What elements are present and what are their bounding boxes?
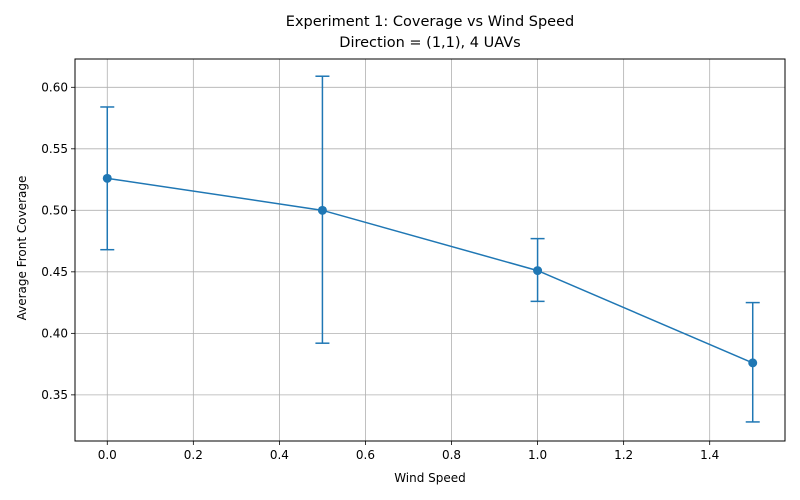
y-tick-label: 0.40 <box>41 326 68 340</box>
x-tick-label: 0.6 <box>356 448 375 462</box>
y-tick-label: 0.50 <box>41 203 68 217</box>
x-tick-label: 0.0 <box>98 448 117 462</box>
x-tick-label: 1.4 <box>700 448 719 462</box>
chart-title: Experiment 1: Coverage vs Wind Speed <box>286 14 574 30</box>
y-tick-label: 0.60 <box>41 80 68 94</box>
series-line <box>107 177 754 364</box>
x-tick-label: 0.2 <box>184 448 203 462</box>
y-tick-label: 0.35 <box>41 388 68 402</box>
data-point <box>533 266 543 276</box>
y-tick-label: 0.45 <box>41 265 68 279</box>
data-point <box>317 205 327 215</box>
plot-frame <box>74 58 786 442</box>
y-axis-label: Average Front Coverage <box>15 176 29 321</box>
data-point <box>102 173 112 183</box>
chart-subtitle: Direction = (1,1), 4 UAVs <box>339 35 520 51</box>
x-tick-label: 0.8 <box>442 448 461 462</box>
series-layer <box>100 75 760 423</box>
x-tick-label: 1.2 <box>614 448 633 462</box>
data-point <box>748 358 758 368</box>
x-tick-label: 1.0 <box>528 448 547 462</box>
tick-layer: 0.0 0.2 0.4 0.6 0.8 1.0 1.2 1.4 0.35 0.40 0.45 0.50… <box>41 80 719 462</box>
x-axis-label: Wind Speed <box>394 471 466 485</box>
x-tick-label: 0.4 <box>270 448 289 462</box>
y-tick-label: 0.55 <box>41 142 68 156</box>
